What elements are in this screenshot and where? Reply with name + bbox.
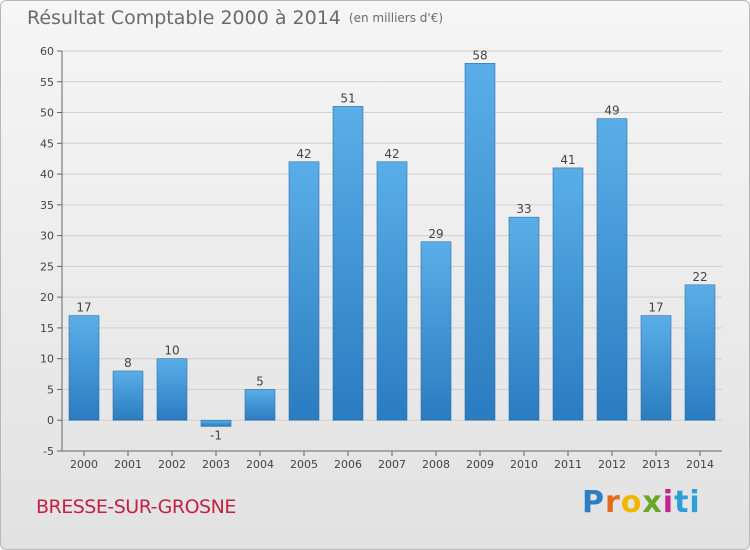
bar-value-label: 41 — [560, 153, 575, 167]
y-tick-label: 10 — [40, 353, 54, 366]
logo-letter: x — [642, 485, 663, 520]
y-tick-label: 30 — [40, 230, 54, 243]
logo-letter: ti — [674, 485, 701, 520]
x-tick-label: 2000 — [70, 458, 98, 471]
y-tick-label: 25 — [40, 260, 54, 273]
bar-value-label: 17 — [76, 301, 91, 315]
bar — [288, 161, 320, 421]
logo-letter: r — [605, 485, 621, 520]
x-tick-label: 2008 — [422, 458, 450, 471]
bar — [596, 118, 628, 421]
bar — [200, 419, 232, 427]
x-tick-label: 2010 — [510, 458, 538, 471]
logo-letter: i — [662, 485, 675, 520]
logo-letter: P — [582, 485, 605, 520]
x-tick-label: 2014 — [686, 458, 714, 471]
x-tick-label: 2009 — [466, 458, 494, 471]
bar-value-label: 42 — [384, 147, 399, 161]
bar — [332, 106, 364, 421]
x-tick-label: 2006 — [334, 458, 362, 471]
bar — [684, 284, 716, 421]
x-tick-label: 2005 — [290, 458, 318, 471]
proxiti-logo: Proxiti — [582, 485, 701, 520]
commune-name: BRESSE-SUR-GROSNE — [36, 496, 236, 518]
chart-subtitle: (en milliers d'€) — [348, 11, 444, 25]
bar — [640, 315, 672, 421]
chart-title-text: Résultat Comptable 2000 à 2014 — [27, 7, 341, 29]
bar-value-label: 42 — [296, 147, 311, 161]
y-tick-label: 40 — [40, 168, 54, 181]
y-tick-label: 55 — [40, 76, 54, 89]
bar — [420, 241, 452, 421]
y-tick-label: 50 — [40, 107, 54, 120]
bar — [376, 161, 408, 421]
y-tick-label: 5 — [47, 383, 54, 396]
bar-value-label: 10 — [164, 344, 179, 358]
x-tick-label: 2003 — [202, 458, 230, 471]
bar-value-label: 8 — [124, 356, 132, 370]
y-tick-label: 0 — [47, 414, 54, 427]
bar-value-label: 17 — [648, 301, 663, 315]
bar — [68, 315, 100, 421]
bar-value-label: 33 — [516, 202, 531, 216]
logo-letter: o — [620, 485, 643, 520]
x-tick-label: 2004 — [246, 458, 274, 471]
axes: -5 0 5 10 15 20 25 30 35 40 45 50 55 60 2000 2001 2002 20… — [40, 45, 722, 471]
bar — [244, 389, 276, 421]
bar-value-label: 29 — [428, 227, 443, 241]
y-tick-label: -5 — [43, 445, 54, 458]
bar — [508, 216, 540, 421]
bar-value-label: 22 — [692, 270, 707, 284]
y-tick-label: 60 — [40, 45, 54, 58]
bar-value-label: 5 — [256, 374, 264, 388]
x-tick-label: 2013 — [642, 458, 670, 471]
y-tick-label: 15 — [40, 322, 54, 335]
y-tick-label: 45 — [40, 137, 54, 150]
x-tick-label: 2011 — [554, 458, 582, 471]
bar-value-label: 58 — [472, 48, 487, 62]
bars: 17 8 10 -1 5 42 51 42 29 58 33 41 49 17 22 — [68, 48, 716, 442]
x-tick-label: 2001 — [114, 458, 142, 471]
chart-title: Résultat Comptable 2000 à 2014 (en millie… — [27, 7, 443, 29]
bar-value-label: 49 — [604, 104, 619, 118]
y-tick-label: 20 — [40, 291, 54, 304]
bar-value-label: 51 — [340, 91, 355, 105]
bar — [552, 167, 584, 421]
x-tick-label: 2012 — [598, 458, 626, 471]
bar — [464, 63, 496, 421]
bar — [112, 370, 144, 421]
x-tick-label: 2007 — [378, 458, 406, 471]
y-tick-label: 35 — [40, 199, 54, 212]
x-tick-label: 2002 — [158, 458, 186, 471]
bar-value-label: -1 — [210, 428, 222, 442]
bar — [156, 358, 188, 421]
